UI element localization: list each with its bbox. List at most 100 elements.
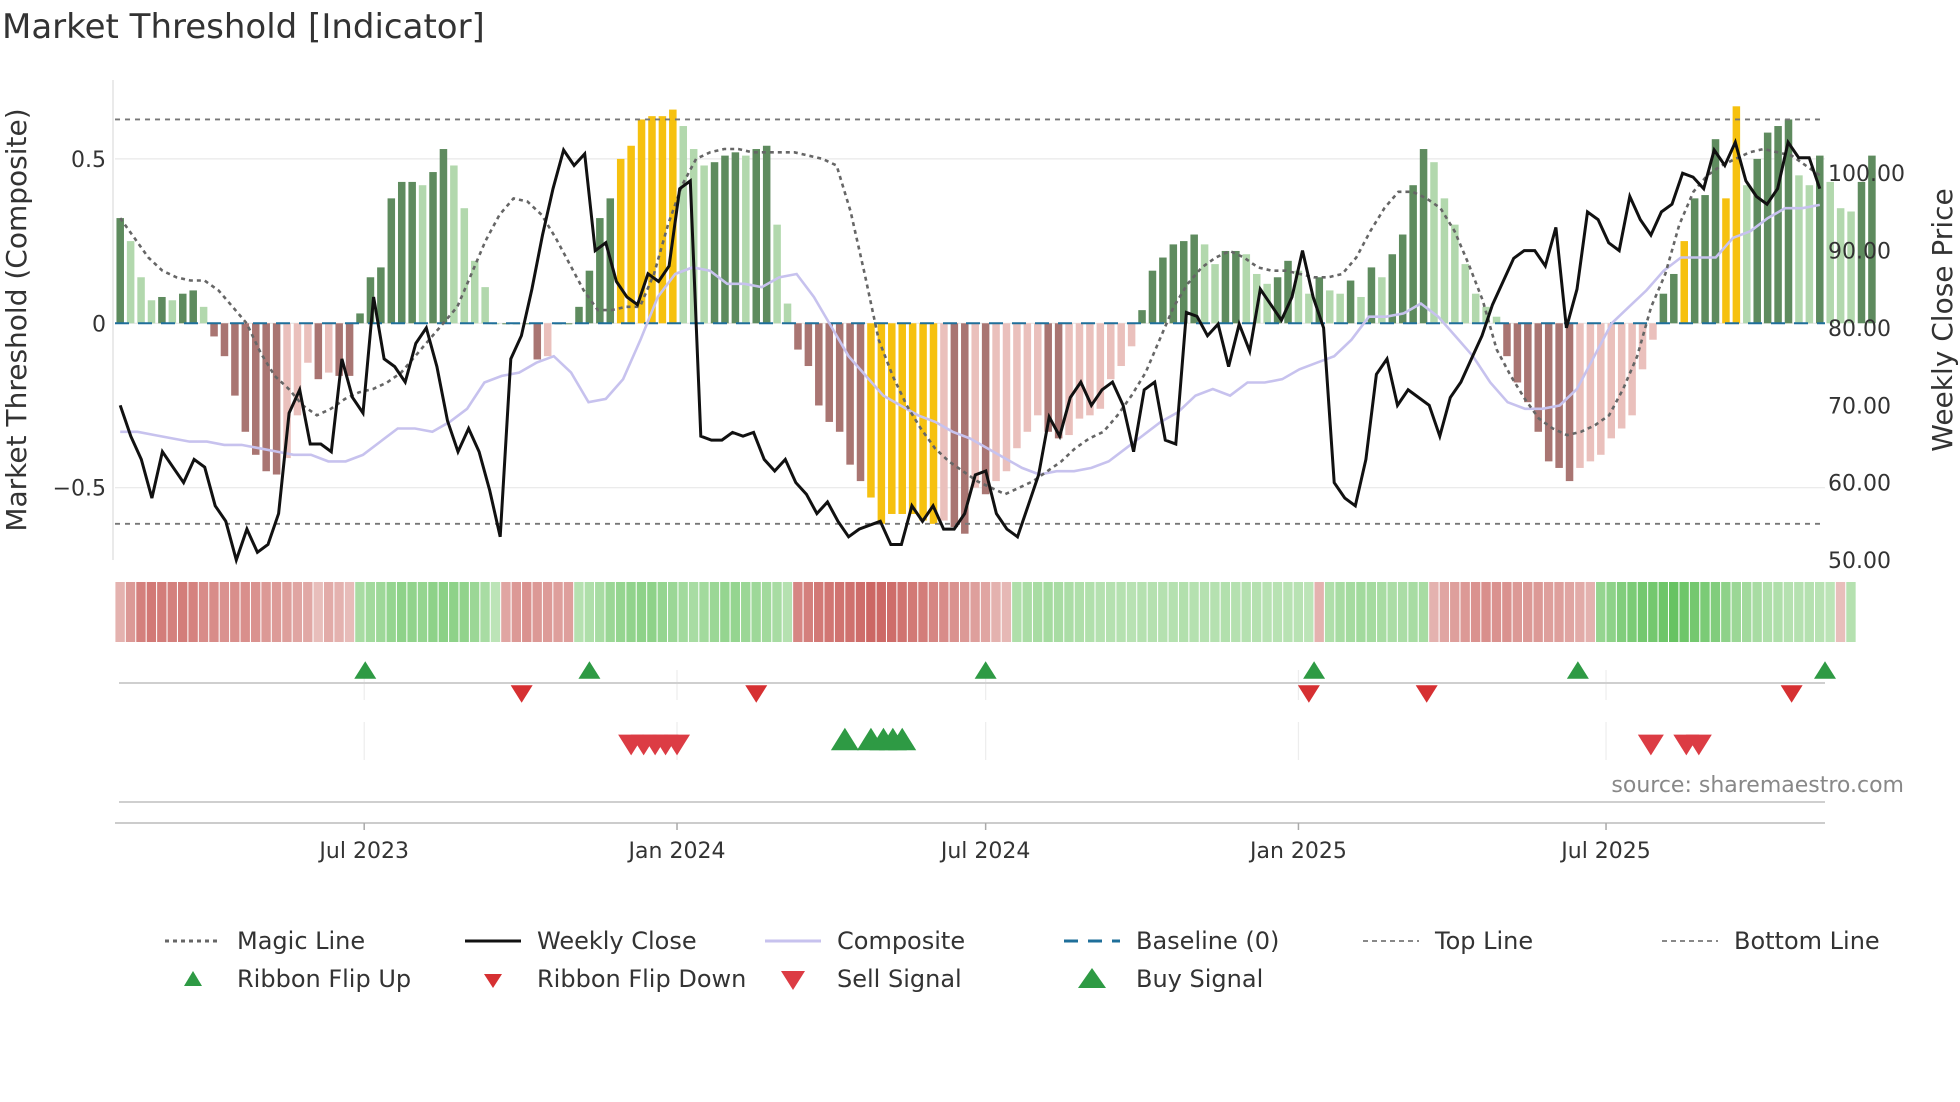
composite-bar [533, 323, 542, 360]
ribbon-cell [1241, 582, 1251, 642]
composite-bar [1294, 270, 1303, 324]
ribbon-cell [1304, 582, 1314, 642]
composite-bar [1711, 139, 1720, 324]
composite-bar [210, 323, 218, 337]
legend-label: Ribbon Flip Down [537, 965, 746, 993]
composite-bar [564, 323, 573, 325]
x-axis: Jul 2023 Jan 2024 Jul 2024 Jan 2025 Jul 2025 [115, 822, 1825, 864]
ribbon-cell [1450, 582, 1460, 642]
composite-bar [1607, 323, 1616, 439]
composite-bar [1451, 224, 1459, 324]
ribbon-cell [1032, 582, 1043, 642]
composite-bar [1597, 323, 1605, 455]
legend-label: Buy Signal [1136, 965, 1263, 993]
composite-bar [1482, 306, 1490, 324]
ribbon-cell [365, 582, 376, 642]
ribbon-cell [1064, 582, 1074, 642]
composite-bar [794, 323, 802, 350]
ribbon-cell [1721, 582, 1731, 642]
composite-bar [293, 323, 302, 416]
composite-bar [481, 287, 489, 324]
signal-panels [119, 661, 1836, 803]
ribbon-cell [323, 582, 334, 642]
ribbon-cell [1356, 582, 1366, 642]
ribbon-cell [1439, 582, 1450, 642]
ribbon-cell [1272, 582, 1283, 642]
composite-bar [731, 152, 740, 324]
composite-bar [1117, 323, 1125, 367]
composite-bar [804, 323, 813, 367]
ribbon-cell [188, 582, 198, 642]
ribbon-cell [522, 582, 532, 642]
legend-label: Ribbon Flip Up [237, 965, 411, 993]
ribbon-cell [1700, 582, 1710, 642]
composite-line [120, 203, 1821, 476]
composite-bar [1670, 273, 1678, 324]
composite-bar [1169, 244, 1178, 324]
ribbon-cell [939, 582, 949, 642]
ribbon-cell [1783, 582, 1794, 642]
composite-bar [898, 323, 906, 514]
composite-bar [116, 218, 124, 324]
ribbon-cell [1105, 582, 1116, 642]
composite-bar [616, 158, 625, 324]
composite-bar [1075, 323, 1084, 419]
ribbon-cell [1168, 582, 1178, 642]
ribbon-cell [688, 582, 699, 642]
composite-bar [981, 323, 990, 495]
ribbon-cell [198, 582, 209, 642]
composite-bar [1211, 264, 1219, 324]
composite-bar [721, 155, 729, 324]
composite-bar [1190, 234, 1198, 324]
ribbon-cell [1345, 582, 1356, 642]
right-axis-ticks: 100.00 90.00 80.00 70.00 60.00 50.00 [1828, 162, 1905, 574]
ribbon-cell [240, 582, 250, 642]
composite-bar [1492, 316, 1501, 324]
ribbon-cell [1658, 582, 1668, 642]
composite-bar [825, 323, 833, 422]
ribbon-cell [1095, 582, 1105, 642]
ribbon-cell [469, 582, 480, 642]
ribbon-cell [1825, 582, 1835, 642]
composite-bar [773, 224, 781, 324]
legend-item: Sell Signal [781, 965, 962, 993]
ribbon-flip-up-marker [1814, 661, 1836, 679]
ribbon-cell [845, 582, 855, 642]
legend-item: Magic Line [165, 927, 365, 955]
composite-bar [1252, 273, 1261, 324]
ribbon-flip-up-marker [1303, 661, 1326, 679]
composite-bar [992, 323, 1000, 482]
ribbon-cell [1742, 582, 1752, 642]
composite-bar [679, 126, 688, 324]
composite-bar [1753, 158, 1761, 324]
ribbon-cell [1533, 582, 1543, 642]
ribbon-cell [334, 582, 344, 642]
ribbon-cell [1543, 582, 1554, 642]
ribbon-cell [292, 582, 303, 642]
composite-bar [1722, 198, 1730, 324]
composite-bar [1273, 277, 1282, 324]
ribbon-cell [1137, 582, 1147, 642]
composite-bar [867, 323, 875, 498]
buy-signal-swatch [1078, 968, 1106, 988]
composite-bar [137, 277, 145, 324]
composite-bar [1096, 323, 1105, 409]
composite-bar [1534, 323, 1543, 432]
ribbon-cell [1251, 582, 1262, 642]
ribbon-cell [355, 582, 365, 642]
composite-bar [429, 172, 437, 324]
composite-bar [1774, 126, 1782, 324]
ribbon-cell [396, 582, 407, 642]
ribbon-cell [1460, 582, 1470, 642]
ribbon-cell [1616, 582, 1627, 642]
composite-bar [418, 185, 427, 324]
composite-bar [147, 300, 156, 324]
composite-bar [324, 323, 333, 373]
source-note: source: sharemaestro.com [1611, 773, 1904, 798]
left-tick-label: 0.5 [71, 148, 106, 173]
ribbon-cell [1022, 582, 1032, 642]
ribbon-cell [1637, 582, 1648, 642]
ribbon-cell [1178, 582, 1189, 642]
ribbon-cell [615, 582, 626, 642]
composite-bar [1628, 323, 1636, 416]
